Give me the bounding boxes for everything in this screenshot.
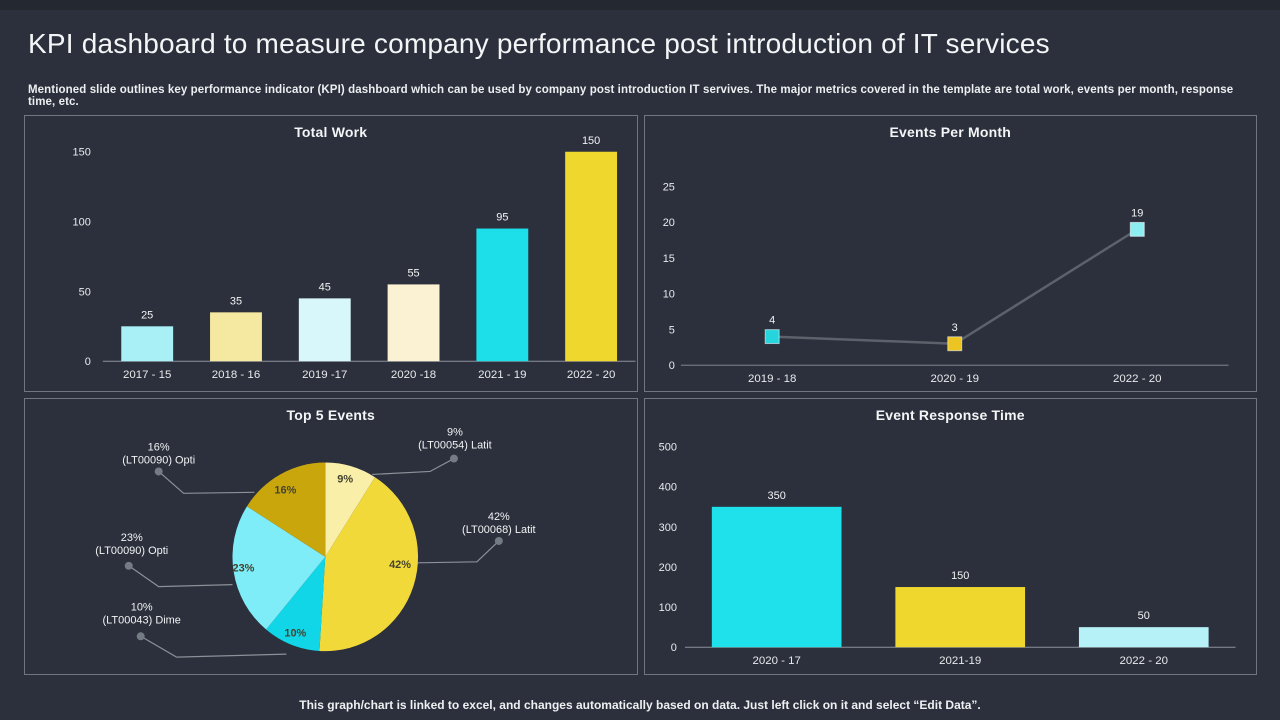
svg-text:3: 3 [951,322,957,334]
svg-text:55: 55 [407,267,419,279]
svg-text:42%: 42% [389,559,411,571]
chart-panel-event-response-time[interactable]: 0 100 200 300 400 500 350 2020 - 17 150 2021-19 50… [643,398,1257,675]
slide-title: KPI dashboard to measure company perform… [28,28,1050,59]
event-response-time-bar-chart: 0 100 200 300 400 500 350 2020 - 17 150 2021-19 50… [658,442,1236,667]
svg-text:9%: 9% [337,473,353,485]
svg-text:2020 -18: 2020 -18 [391,369,436,381]
svg-text:2022 - 20: 2022 - 20 [1119,655,1167,667]
svg-text:0: 0 [670,642,676,654]
svg-text:95: 95 [496,212,508,224]
svg-text:150: 150 [582,135,600,147]
svg-text:2017 - 15: 2017 - 15 [123,369,171,381]
svg-text:16%: 16% [148,442,170,454]
svg-text:2022 - 20: 2022 - 20 [1113,373,1161,385]
svg-text:16%: 16% [274,484,296,496]
svg-text:10: 10 [662,289,674,301]
svg-text:50: 50 [1137,610,1149,622]
svg-text:(LT00068) Latit: (LT00068) Latit [462,524,536,536]
svg-text:23%: 23% [121,532,143,544]
svg-text:2019 - 18: 2019 - 18 [747,373,795,385]
svg-text:20: 20 [662,217,674,229]
svg-text:2021-19: 2021-19 [939,655,981,667]
svg-text:(LT00090) Opti: (LT00090) Opti [95,545,168,557]
svg-text:200: 200 [658,562,676,574]
slide-subtitle: Mentioned slide outlines key performance… [28,84,1234,108]
svg-text:100: 100 [658,602,676,614]
svg-text:500: 500 [658,442,676,454]
svg-text:4: 4 [769,315,775,327]
svg-text:350: 350 [767,490,785,502]
svg-text:2022 - 20: 2022 - 20 [567,369,615,381]
svg-text:45: 45 [319,281,331,293]
svg-text:25: 25 [141,309,153,321]
svg-text:23%: 23% [232,563,254,575]
svg-text:9%: 9% [447,427,463,439]
total-work-bar-chart: 0 50 100 150 25 2017 - 15 35 2018 - 16 45 2019 -1… [73,135,636,381]
svg-text:2019 -17: 2019 -17 [302,369,347,381]
svg-text:35: 35 [230,295,242,307]
footer-note: This graph/chart is linked to excel, and… [299,698,981,712]
dashboard-grid: 0 50 100 150 25 2017 - 15 35 2018 - 16 45 2019 -1… [24,115,1257,675]
svg-text:(LT00054) Latit: (LT00054) Latit [418,440,492,452]
svg-text:2020 - 19: 2020 - 19 [930,373,978,385]
svg-text:0: 0 [85,356,91,368]
svg-text:400: 400 [658,482,676,494]
svg-text:50: 50 [79,286,91,298]
svg-text:42%: 42% [488,511,510,523]
chart-panel-events-per-month[interactable]: 0 5 10 15 20 25 4 2019 - 18 3 2020 - 19 19 2022 - 2… [643,115,1257,392]
slide-top-edge [0,0,1280,10]
svg-text:19: 19 [1131,207,1143,219]
svg-text:15: 15 [662,253,674,265]
svg-text:0: 0 [668,360,674,372]
svg-text:5: 5 [668,324,674,336]
svg-text:(LT00090) Opti: (LT00090) Opti [122,455,195,467]
svg-text:(LT00043) Dime: (LT00043) Dime [103,614,181,626]
chart-panel-total-work[interactable]: 0 50 100 150 25 2017 - 15 35 2018 - 16 45 2019 -1… [24,115,638,392]
svg-text:10%: 10% [131,601,153,613]
svg-text:150: 150 [951,570,969,582]
svg-text:100: 100 [73,217,91,229]
chart-panel-top-5-events[interactable]: 9% 9% (LT00054) Latit 42% 42% (LT00068) Latit… [24,398,638,675]
svg-text:2021 - 19: 2021 - 19 [478,369,526,381]
svg-text:2020 - 17: 2020 - 17 [752,655,800,667]
svg-text:2018 - 16: 2018 - 16 [212,369,260,381]
events-per-month-line-chart: 0 5 10 15 20 25 4 2019 - 18 3 2020 - 19 19 2022 - 2… [662,181,1229,385]
svg-text:25: 25 [662,181,674,193]
svg-text:10%: 10% [284,627,306,639]
svg-text:150: 150 [73,147,91,159]
svg-text:300: 300 [658,522,676,534]
